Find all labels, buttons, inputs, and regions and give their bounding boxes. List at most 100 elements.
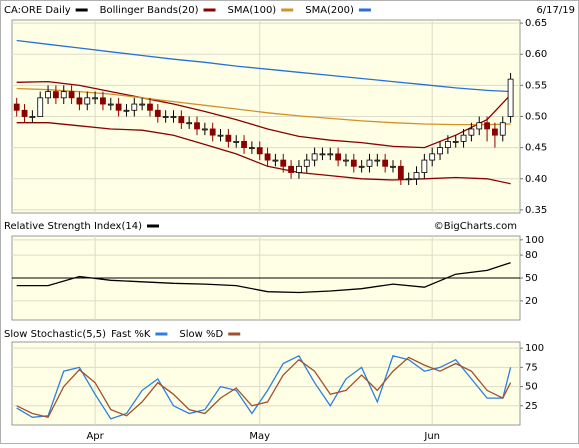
candle-body — [444, 141, 451, 149]
y-tick-label: 100 — [525, 235, 544, 246]
candle-body — [421, 159, 428, 173]
candle-body — [288, 165, 294, 173]
candle-body — [201, 128, 208, 131]
candle-body — [178, 116, 185, 124]
candle-body — [100, 97, 106, 105]
candle-body — [429, 153, 436, 161]
candle-body — [21, 109, 28, 117]
candle-body — [374, 159, 381, 162]
y-tick-label: 100 — [525, 343, 544, 354]
candle-body — [492, 128, 498, 136]
series-line — [16, 87, 511, 126]
candle-body — [154, 109, 161, 117]
candle-body — [131, 103, 138, 111]
y-tick-label: 25 — [525, 401, 538, 412]
y-tick-label: 0.50 — [525, 112, 547, 123]
x-tick-label: Apr — [86, 431, 104, 442]
candle-body — [53, 91, 59, 99]
series-line — [16, 262, 511, 294]
candle-body — [327, 153, 334, 156]
series-line — [16, 80, 512, 149]
x-tick-label: Jun — [423, 431, 440, 442]
candle-body — [476, 122, 483, 130]
date-label: 6/17/19 — [536, 5, 575, 16]
y-tick-label: 20 — [525, 296, 538, 307]
candle-body — [366, 159, 373, 167]
candle-body — [115, 103, 122, 111]
candle-body — [139, 103, 146, 106]
candle-body — [397, 165, 404, 180]
legend-label: Slow %D — [179, 329, 223, 340]
candle-body — [468, 128, 475, 136]
candle-body — [194, 122, 200, 130]
candle-body — [241, 141, 247, 149]
candle-body — [107, 103, 114, 106]
legend-label: Bollinger Bands(20) — [100, 5, 199, 16]
candle-body — [217, 134, 224, 137]
candle-body — [162, 116, 169, 118]
candle-body — [343, 159, 349, 162]
y-tick-label: 0.60 — [525, 49, 547, 60]
series-line — [16, 356, 512, 419]
candle-body — [390, 165, 396, 168]
candle-body — [170, 116, 177, 118]
candle-body — [13, 103, 20, 111]
series-line — [16, 39, 511, 93]
candle-body — [484, 122, 490, 130]
candle-body — [29, 116, 36, 118]
y-tick-label: 0.35 — [525, 205, 547, 216]
y-tick-label: 80 — [525, 250, 538, 261]
candle-body — [45, 91, 51, 99]
legend-label: SMA(100) — [228, 5, 277, 16]
candle-body — [280, 159, 287, 167]
candle-body — [92, 97, 98, 100]
y-tick-label: 0.55 — [525, 80, 547, 91]
panel — [11, 341, 521, 426]
candle-body — [147, 103, 153, 111]
candle-body — [256, 147, 263, 155]
legend-label: Fast %K — [111, 329, 151, 340]
candle-body — [123, 109, 130, 112]
candle-body — [233, 141, 240, 143]
candle-body — [311, 153, 318, 161]
candle-body — [37, 97, 44, 117]
candle-body — [460, 134, 467, 142]
candle-body — [499, 122, 506, 136]
candle-body — [225, 134, 232, 142]
candle-body — [335, 153, 342, 161]
candle-body — [264, 153, 271, 161]
candle-body — [382, 159, 389, 167]
candle-body — [507, 78, 514, 117]
y-tick-label: 50 — [525, 382, 538, 393]
watermark: ©BigCharts.com — [434, 221, 517, 232]
candle-body — [413, 172, 420, 180]
legend-label: SMA(200) — [305, 5, 354, 16]
candle-body — [405, 178, 412, 181]
candle-body — [84, 97, 91, 105]
candle-body — [303, 159, 310, 167]
candle-body — [437, 147, 443, 155]
panel-title: CA:ORE Daily — [4, 5, 71, 16]
y-tick-label: 0.40 — [525, 174, 547, 185]
candle-body — [60, 91, 67, 99]
candle-body — [319, 153, 326, 156]
candle-body — [296, 165, 302, 173]
candle-body — [272, 159, 279, 162]
x-tick-label: May — [249, 431, 270, 442]
candle-body — [186, 122, 193, 125]
candle-body — [350, 159, 357, 167]
y-tick-label: 0.65 — [525, 18, 547, 29]
candle-body — [248, 147, 255, 150]
candle-body — [76, 97, 83, 105]
y-tick-label: 75 — [525, 362, 538, 373]
candle-body — [358, 165, 365, 168]
panel-title: Slow Stochastic(5,5) — [4, 329, 106, 340]
panel-title: Relative Strength Index(14) — [4, 221, 142, 232]
candle-body — [452, 141, 459, 143]
candle-body — [68, 91, 75, 99]
y-tick-label: 0.45 — [525, 143, 547, 154]
candle-body — [209, 128, 216, 136]
y-tick-label: 50 — [525, 273, 538, 284]
